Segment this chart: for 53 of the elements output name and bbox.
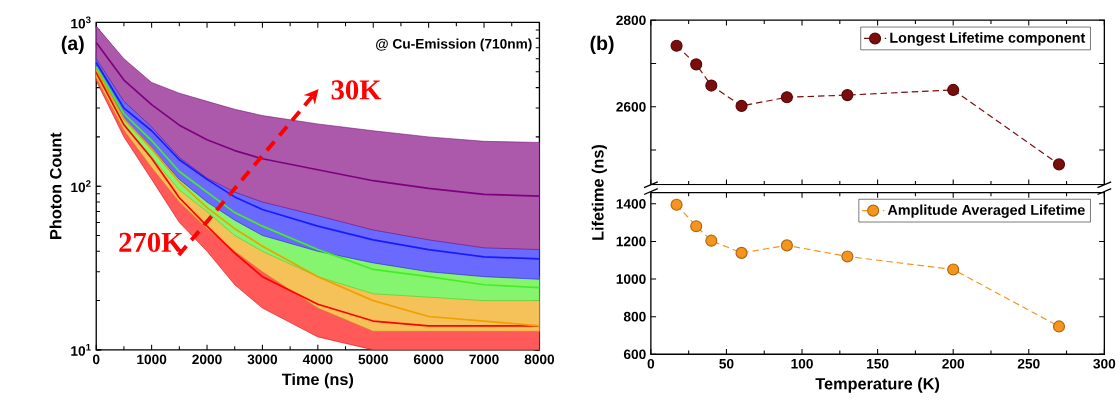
point xyxy=(735,246,748,259)
x-tick-label: 0 xyxy=(92,354,100,364)
point xyxy=(947,263,960,276)
x-tick-label: 300 xyxy=(1093,358,1116,369)
point xyxy=(670,198,683,211)
point xyxy=(705,79,718,92)
x-tick-label: 6000 xyxy=(413,354,444,364)
point xyxy=(780,239,793,252)
x-tick-label: 2000 xyxy=(192,354,222,364)
y-tick-label: 2800 xyxy=(616,15,646,25)
x-axis-title: Temperature (K) xyxy=(815,377,940,393)
point xyxy=(1052,158,1066,171)
legend-label: Longest Lifetime component xyxy=(890,32,1086,46)
y-tick-label: 10$^{3}$ xyxy=(71,16,91,29)
x-tick-label: 250 xyxy=(1017,358,1040,369)
x-tick-label: 50 xyxy=(719,358,734,369)
x-tick-label: 3000 xyxy=(247,354,278,364)
text: (b) xyxy=(590,35,614,54)
point xyxy=(841,250,854,263)
annotation: 270K xyxy=(119,232,184,252)
x-tick-label: 150 xyxy=(867,358,889,369)
legend-label: Amplitude Averaged Lifetime xyxy=(887,204,1085,218)
x-tick-label: 0 xyxy=(647,358,655,369)
x-tick-label: 1000 xyxy=(137,354,167,364)
point xyxy=(670,39,683,52)
point xyxy=(735,99,748,112)
text: (a) xyxy=(61,35,84,54)
y-tick-label: 600 xyxy=(623,349,646,359)
y-tick-label: 10$^{1}$ xyxy=(71,343,91,356)
point xyxy=(705,234,718,247)
y-tick-label: 2600 xyxy=(616,101,646,112)
y-axis-title: Photon Count xyxy=(49,132,62,239)
point xyxy=(690,58,703,71)
annotation: 30K xyxy=(331,80,382,100)
y-tick-label: 1200 xyxy=(616,236,646,247)
x-tick-label: 5000 xyxy=(358,354,388,364)
x-tick-label: 200 xyxy=(942,358,965,369)
y-tick-label: 10$^{2}$ xyxy=(71,179,91,192)
x-tick-label: 100 xyxy=(791,358,813,369)
y-tick-label: 800 xyxy=(623,311,646,322)
y-tick-label: 1400 xyxy=(616,198,646,209)
annotation: @ Cu-Emission (710nm) xyxy=(376,38,532,52)
point xyxy=(947,83,960,96)
x-axis-title: Time (ns) xyxy=(281,372,354,389)
point xyxy=(841,88,854,101)
y-axis-title: Lifetime (ns) xyxy=(591,144,607,240)
x-tick-label: 4000 xyxy=(302,354,333,364)
point xyxy=(780,91,793,104)
x-tick-label: 8000 xyxy=(524,354,555,364)
point xyxy=(690,219,703,233)
point xyxy=(1052,320,1066,333)
y-tick-label: 1000 xyxy=(616,274,646,284)
x-tick-label: 7000 xyxy=(469,354,499,364)
